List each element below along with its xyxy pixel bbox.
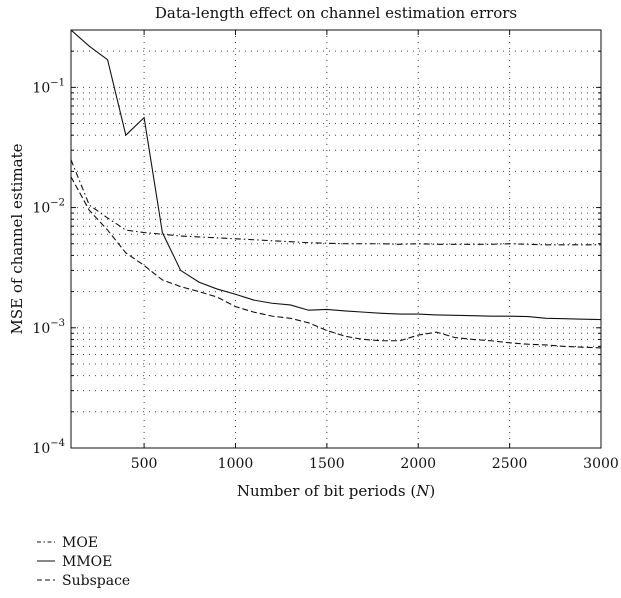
x-tick-label: 1000 bbox=[218, 456, 254, 472]
x-tick-label: 3000 bbox=[583, 456, 619, 472]
y-tick-labels: 10−1 10−2 10−3 10−4 bbox=[32, 77, 65, 457]
x-tick-label: 1500 bbox=[309, 456, 345, 472]
series-line-moe bbox=[71, 159, 601, 246]
series-line-mmoe bbox=[71, 30, 601, 321]
legend: MOE MMOE Subspace bbox=[37, 535, 130, 589]
legend-label-subspace: Subspace bbox=[62, 573, 130, 589]
y-axis-label: MSE of channel estimate bbox=[8, 143, 26, 334]
grid bbox=[71, 30, 601, 448]
y-tick-label: 10−2 bbox=[32, 198, 65, 217]
x-tick-label: 2000 bbox=[400, 456, 436, 472]
legend-label-moe: MOE bbox=[62, 535, 98, 551]
x-tick-labels: 500 1000 1500 2000 2500 3000 bbox=[131, 456, 619, 472]
y-tick-label: 10−3 bbox=[32, 318, 65, 337]
ticks bbox=[71, 29, 602, 449]
chart-title: Data-length effect on channel estimation… bbox=[155, 4, 517, 22]
legend-label-mmoe: MMOE bbox=[62, 554, 112, 570]
series-line-subspace bbox=[71, 176, 601, 349]
plot-frame bbox=[70, 29, 602, 449]
y-tick-label: 10−1 bbox=[32, 77, 65, 96]
x-axis-label: Number of bit periods (N) bbox=[237, 482, 435, 500]
x-tick-label: 2500 bbox=[492, 456, 528, 472]
y-tick-label: 10−4 bbox=[32, 438, 65, 457]
x-tick-label: 500 bbox=[131, 456, 158, 472]
series-layer bbox=[71, 30, 601, 349]
